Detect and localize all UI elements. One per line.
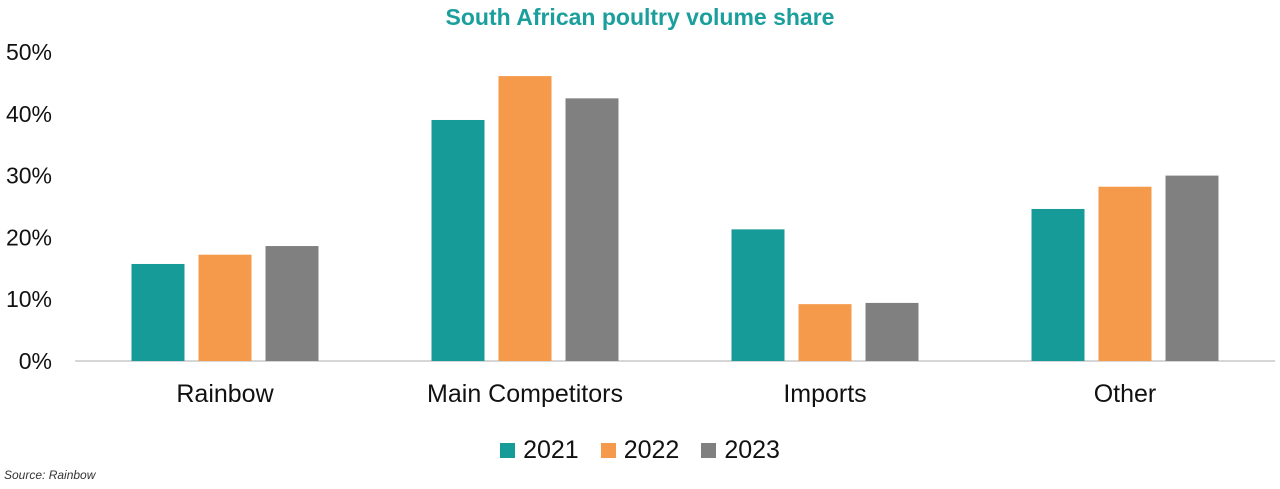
chart-title: South African poultry volume share <box>445 4 835 30</box>
legend-swatch <box>701 443 717 458</box>
legend-label: 2022 <box>623 436 680 464</box>
legend-swatch <box>600 443 616 458</box>
legend-swatch <box>500 443 516 458</box>
bar-2021-other <box>1031 208 1085 361</box>
bar-2021-main-competitors <box>431 119 485 361</box>
y-tick-label: 50% <box>6 39 52 65</box>
bars <box>131 76 1219 362</box>
legend-label: 2023 <box>724 436 780 464</box>
bar-2023-imports <box>865 302 919 361</box>
bar-2022-imports <box>798 304 852 361</box>
x-axis-labels: Rainbow Main Competitors Imports Other <box>176 380 1156 408</box>
x-tick-label: Other <box>1094 380 1157 408</box>
y-tick-label: 20% <box>6 224 52 250</box>
y-axis-ticks: 0% 10% 20% 30% 40% 50% <box>6 39 52 374</box>
bar-2021-imports <box>731 229 785 361</box>
legend: 2021 2022 2023 <box>0 436 1280 465</box>
x-tick-label: Main Competitors <box>427 380 623 408</box>
bar-2021-rainbow <box>131 263 185 361</box>
x-tick-label: Imports <box>783 380 866 408</box>
legend-item-2021: 2021 <box>500 436 579 465</box>
x-tick-label: Rainbow <box>176 380 274 408</box>
bar-2022-rainbow <box>198 254 252 361</box>
legend-item-2022: 2022 <box>600 436 680 465</box>
y-tick-label: 10% <box>6 286 52 312</box>
legend-item-2023: 2023 <box>701 436 780 465</box>
bar-2022-other <box>1098 186 1152 361</box>
bar-2023-other <box>1165 175 1219 361</box>
source-note: Source: Rainbow <box>4 468 96 482</box>
y-tick-label: 30% <box>6 163 52 189</box>
y-tick-label: 0% <box>19 348 52 374</box>
y-tick-label: 40% <box>6 101 52 127</box>
legend-label: 2021 <box>523 436 579 464</box>
bar-2023-main-competitors <box>565 98 619 361</box>
bar-2023-rainbow <box>265 246 319 361</box>
bar-2022-main-competitors <box>498 76 552 362</box>
